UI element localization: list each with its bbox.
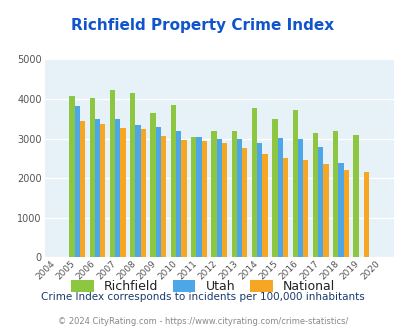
Bar [332,131,338,257]
Bar [363,172,369,257]
Bar [241,148,247,257]
Bar [115,119,120,257]
Bar [140,129,146,257]
Bar [156,127,160,257]
Bar [322,164,328,257]
Text: Crime Index corresponds to incidents per 100,000 inhabitants: Crime Index corresponds to incidents per… [41,292,364,302]
Bar [150,113,156,257]
Bar [171,105,176,257]
Bar [338,163,343,257]
Text: Richfield Property Crime Index: Richfield Property Crime Index [71,18,334,33]
Bar [160,136,166,257]
Bar [297,139,303,257]
Bar [120,128,126,257]
Bar [352,135,358,257]
Bar [262,154,267,257]
Bar [282,158,288,257]
Legend: Richfield, Utah, National: Richfield, Utah, National [66,275,339,298]
Bar [100,124,105,257]
Bar [176,131,181,257]
Bar [196,137,201,257]
Bar [292,110,297,257]
Bar [79,121,85,257]
Bar [302,160,308,257]
Bar [201,141,206,257]
Bar [130,93,135,257]
Bar [109,90,115,257]
Bar [89,98,95,257]
Bar [95,119,100,257]
Bar [257,143,262,257]
Bar [277,138,282,257]
Bar [318,147,323,257]
Bar [135,125,140,257]
Bar [181,140,186,257]
Bar [216,139,221,257]
Bar [312,133,318,257]
Bar [237,139,242,257]
Bar [75,106,79,257]
Bar [69,96,75,257]
Bar [211,131,216,257]
Bar [231,131,236,257]
Text: © 2024 CityRating.com - https://www.cityrating.com/crime-statistics/: © 2024 CityRating.com - https://www.city… [58,317,347,326]
Bar [191,137,196,257]
Bar [221,143,227,257]
Bar [251,108,257,257]
Bar [271,119,277,257]
Bar [343,170,348,257]
